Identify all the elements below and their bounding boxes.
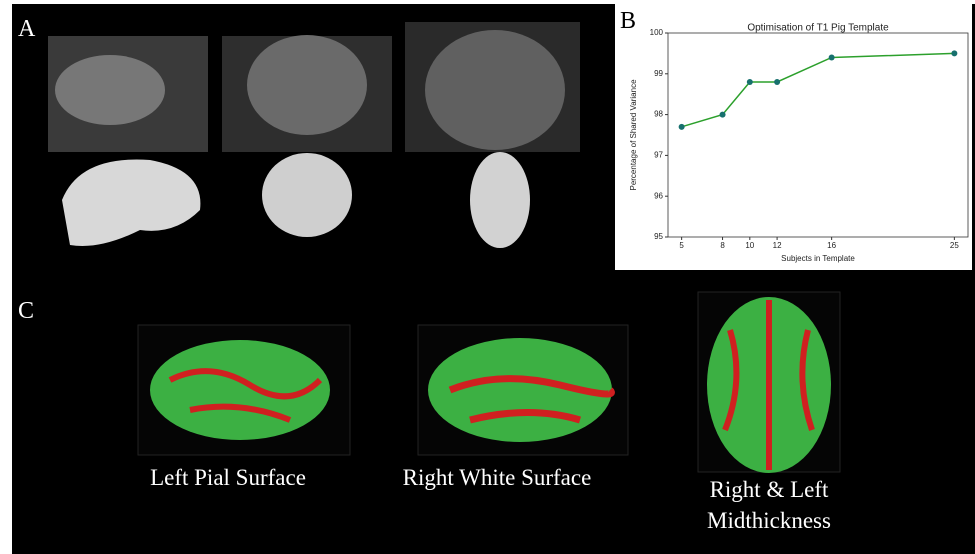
x-tick-label: 16: [827, 241, 836, 250]
panel-label: B: [620, 8, 636, 34]
caption: Right White Surface: [403, 465, 592, 490]
y-tick-label: 97: [654, 151, 663, 160]
panel-label: C: [18, 298, 34, 324]
x-tick-label: 8: [720, 241, 725, 250]
point: [679, 124, 685, 130]
panel-label: A: [18, 16, 36, 42]
x-tick-label: 25: [950, 241, 959, 250]
point: [829, 54, 835, 60]
caption: Midthickness: [707, 508, 831, 533]
y-tick-label: 99: [654, 69, 663, 78]
x-tick-label: 12: [773, 241, 782, 250]
chart-title: Optimisation of T1 Pig Template: [747, 23, 889, 34]
x-tick-label: 5: [679, 241, 684, 250]
y-axis-label: Percentage of Shared Variance: [629, 79, 638, 191]
point: [720, 112, 726, 118]
x-tick-label: 10: [745, 241, 754, 250]
x-axis-label: Subjects in Template: [781, 254, 855, 263]
y-tick-label: 100: [650, 28, 664, 37]
panel-a-images: [48, 22, 580, 248]
caption: Left Pial Surface: [150, 465, 306, 490]
y-tick-label: 98: [654, 110, 663, 119]
point: [951, 50, 957, 56]
y-tick-label: 95: [654, 232, 663, 241]
figure: A B Optimisation of T1 Pig Template Subj…: [0, 0, 975, 554]
chart-panel: [615, 4, 972, 270]
caption: Right & Left: [710, 477, 829, 502]
y-tick-label: 96: [654, 191, 663, 200]
point: [774, 79, 780, 85]
point: [747, 79, 753, 85]
